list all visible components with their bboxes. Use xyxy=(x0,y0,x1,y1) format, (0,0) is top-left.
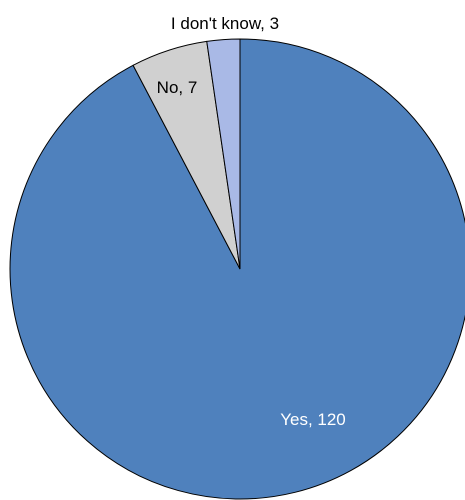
data-label-yes: Yes, 120 xyxy=(280,410,346,429)
pie-slice-i-don-t-know xyxy=(206,38,241,270)
pie-slices xyxy=(9,38,465,500)
data-label-no: No, 7 xyxy=(157,78,198,97)
data-label-i-dont-know: I don't know, 3 xyxy=(171,14,279,33)
pie-data-labels: Yes, 120 No, 7 I don't know, 3 xyxy=(157,14,346,429)
pie-slice-yes xyxy=(9,38,465,500)
